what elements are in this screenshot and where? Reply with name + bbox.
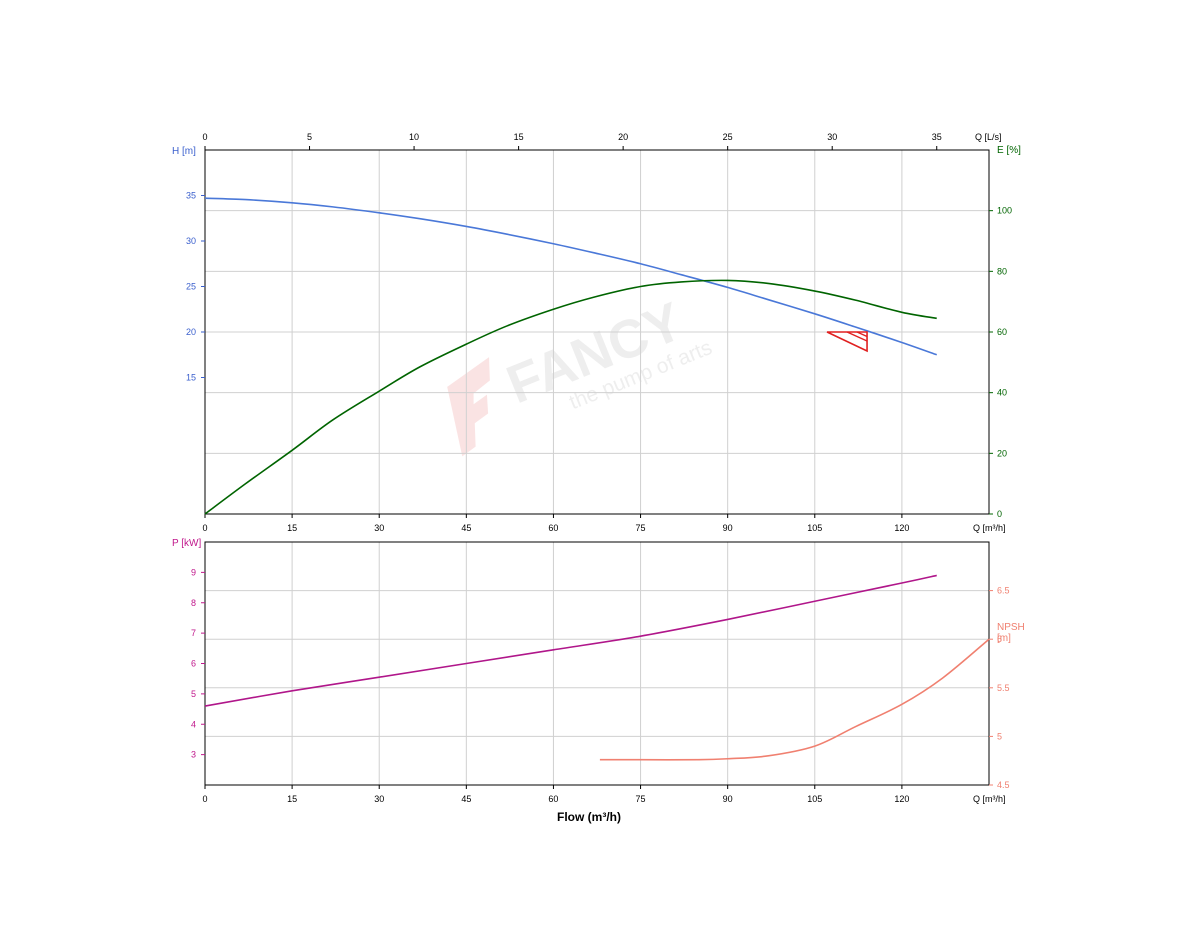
right-y-tick-label: 40 bbox=[997, 388, 1007, 398]
top-x-tick-label: 0 bbox=[202, 132, 207, 142]
top-panel: 0 15 30 45 60 75 90 105 120 Q [m³/h] 0 5 10 15 20 25 30 3… bbox=[172, 132, 1021, 533]
left-y-tick-label: 35 bbox=[186, 191, 196, 201]
right-y-tick-label: 100 bbox=[997, 206, 1012, 216]
x-axis-label: Q [m³/h] bbox=[973, 794, 1006, 804]
top-x-tick-label: 30 bbox=[827, 132, 837, 142]
series-line-1 bbox=[599, 638, 990, 761]
x-tick-label: 90 bbox=[723, 794, 733, 804]
left-y-tick-label: 7 bbox=[191, 628, 196, 638]
right-y-tick-label: 6 bbox=[997, 634, 1002, 644]
left-y-tick-label: 15 bbox=[186, 373, 196, 383]
right-y-axis-label: NPSH bbox=[997, 622, 1025, 633]
left-y-tick-label: 5 bbox=[191, 689, 196, 699]
right-y-tick-label: 5.5 bbox=[997, 683, 1010, 693]
x-tick-label: 60 bbox=[548, 523, 558, 533]
left-y-tick-label: 4 bbox=[191, 719, 196, 729]
series-line-0 bbox=[204, 197, 937, 356]
left-y-tick-label: 6 bbox=[191, 659, 196, 669]
left-y-axis-label: H [m] bbox=[172, 146, 196, 157]
series-line-0 bbox=[204, 574, 937, 707]
top-x-tick-label: 5 bbox=[307, 132, 312, 142]
x-tick-label: 45 bbox=[461, 523, 471, 533]
duty-point-marker bbox=[826, 331, 868, 353]
right-y-tick-label: 80 bbox=[997, 266, 1007, 276]
top-x-tick-label: 10 bbox=[409, 132, 419, 142]
plot-frame bbox=[204, 541, 990, 786]
left-y-axis-label: P [kW] bbox=[172, 538, 201, 549]
x-tick-label: 105 bbox=[807, 794, 822, 804]
x-axis-label: Q [m³/h] bbox=[973, 523, 1006, 533]
left-y-tick-label: 8 bbox=[191, 598, 196, 608]
top-x-tick-label: 25 bbox=[723, 132, 733, 142]
x-tick-label: 75 bbox=[636, 523, 646, 533]
right-y-tick-label: 60 bbox=[997, 327, 1007, 337]
top-x-axis-label: Q [L/s] bbox=[975, 132, 1002, 142]
x-tick-label: 30 bbox=[374, 794, 384, 804]
left-y-tick-label: 3 bbox=[191, 750, 196, 760]
flow-axis-title: Flow (m³/h) bbox=[557, 810, 621, 824]
fancy-logo-icon bbox=[447, 357, 490, 457]
series-line-1 bbox=[204, 279, 937, 515]
right-y-tick-label: 20 bbox=[997, 448, 1007, 458]
watermark: FANCY the pump of arts bbox=[447, 291, 715, 457]
duty-point-triangle bbox=[826, 331, 868, 353]
left-y-tick-label: 20 bbox=[186, 327, 196, 337]
x-tick-label: 30 bbox=[374, 523, 384, 533]
right-y-tick-label: 4.5 bbox=[997, 780, 1010, 790]
grid bbox=[205, 542, 989, 785]
right-y-tick-label: 5 bbox=[997, 731, 1002, 741]
right-y-tick-label: 6.5 bbox=[997, 586, 1010, 596]
duty-point-hatch bbox=[856, 331, 868, 338]
x-tick-label: 105 bbox=[807, 523, 822, 533]
x-tick-label: 75 bbox=[636, 794, 646, 804]
x-tick-label: 15 bbox=[287, 523, 297, 533]
x-tick-label: 0 bbox=[202, 523, 207, 533]
x-tick-label: 120 bbox=[894, 794, 909, 804]
right-y-axis-unit: [m] bbox=[997, 633, 1011, 644]
x-tick-label: 0 bbox=[202, 794, 207, 804]
right-y-axis-label: E [%] bbox=[997, 145, 1021, 156]
left-y-tick-label: 25 bbox=[186, 282, 196, 292]
top-x-tick-label: 20 bbox=[618, 132, 628, 142]
x-tick-label: 60 bbox=[548, 794, 558, 804]
x-tick-label: 120 bbox=[894, 523, 909, 533]
x-tick-label: 15 bbox=[287, 794, 297, 804]
top-x-tick-label: 15 bbox=[514, 132, 524, 142]
duty-point-hatch bbox=[846, 331, 868, 342]
right-y-tick-label: 0 bbox=[997, 509, 1002, 519]
left-y-tick-label: 30 bbox=[186, 236, 196, 246]
top-x-tick-label: 35 bbox=[932, 132, 942, 142]
x-tick-label: 45 bbox=[461, 794, 471, 804]
x-tick-label: 90 bbox=[723, 523, 733, 533]
left-y-tick-label: 9 bbox=[191, 567, 196, 577]
